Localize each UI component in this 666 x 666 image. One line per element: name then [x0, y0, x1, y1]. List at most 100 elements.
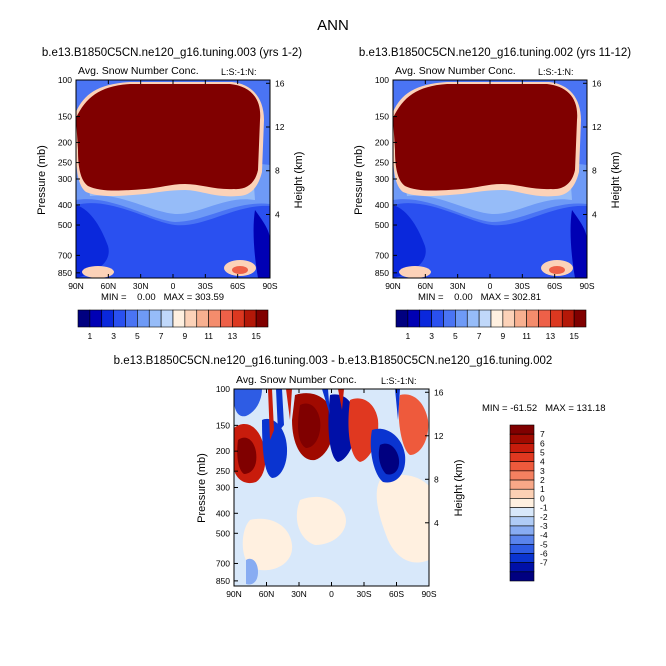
x-tick-label: 60N: [259, 589, 275, 599]
colorbar-swatch: [509, 424, 535, 435]
field-lower-band: [76, 203, 270, 278]
y2-tick-label: 12: [275, 122, 285, 132]
panel-b-y2label: Height (km): [610, 152, 622, 209]
colorbar-swatch: [538, 309, 551, 328]
y2-tick-label: 4: [275, 209, 280, 219]
colorbar-swatch: [509, 534, 535, 545]
field-neg-band-left: [262, 418, 288, 478]
colorbar-label: 6: [540, 438, 545, 448]
x-tick-label: 90N: [385, 281, 401, 291]
colorbar-swatch: [509, 479, 535, 490]
colorbar-swatch: [509, 433, 535, 444]
figure-title: ANN: [317, 17, 349, 34]
x-tick-label: 0: [171, 281, 176, 291]
field-core: [393, 84, 578, 191]
colorbar-swatch: [509, 461, 535, 472]
y-tick-label: 100: [58, 75, 72, 85]
colorbar-label: 3: [540, 466, 545, 476]
panel-c-stats: MIN = -61.52 MAX = 131.18: [482, 403, 606, 414]
field-warm-patch-center: [296, 496, 346, 545]
y-tick-label: 250: [216, 466, 230, 476]
colorbar-label: 5: [453, 331, 458, 341]
panel-c: b.e13.B1850C5CN.ne120_g16.tuning.003 - b…: [114, 355, 606, 599]
y-tick-label: 200: [216, 446, 230, 456]
colorbar-label: 13: [546, 331, 556, 341]
field-surface-blob-left: [399, 266, 431, 278]
field-deep-right: [570, 210, 587, 278]
colorbar-swatch: [509, 488, 535, 499]
colorbar-swatch: [113, 309, 126, 328]
colorbar-swatch: [509, 507, 535, 518]
colorbar-label: 7: [477, 331, 482, 341]
colorbar-label: 7: [540, 429, 545, 439]
y-tick-label: 100: [375, 75, 389, 85]
colorbar-swatch: [502, 309, 516, 328]
colorbar-swatch: [509, 516, 535, 527]
field-deep-lows: [393, 205, 426, 278]
y-tick-label: 150: [216, 420, 230, 430]
field-deep-right: [253, 210, 270, 278]
panel-b-title: b.e13.B1850C5CN.ne120_g16.tuning.002 (yr…: [359, 47, 631, 59]
panel-c-ylabel: Pressure (mb): [196, 453, 208, 523]
colorbar-label: 3: [429, 331, 434, 341]
y2-tick-label: 8: [592, 166, 597, 176]
panel-c-axes: 90N 60N 30N 0 30S 60S 90S 100 150 200 250 300 400 500…: [216, 384, 444, 599]
colorbar-swatch: [125, 309, 138, 328]
y2-tick-label: 4: [592, 209, 597, 219]
x-tick-label: 30S: [515, 281, 530, 291]
colorbar-swatch: [137, 309, 150, 328]
x-tick-label: 30N: [291, 589, 307, 599]
y-tick-label: 700: [58, 250, 72, 260]
y2-tick-label: 12: [592, 122, 602, 132]
colorbar-swatch: [561, 309, 575, 328]
colorbar-label: 15: [251, 331, 261, 341]
colorbar-label: 5: [540, 448, 545, 458]
x-tick-label: 60N: [101, 281, 117, 291]
y2-tick-label: 16: [592, 78, 602, 88]
colorbar-swatch: [419, 309, 432, 328]
panel-a-ylabel: Pressure (mb): [36, 145, 48, 215]
y-tick-label: 250: [58, 158, 72, 168]
y2-tick-label: 8: [434, 474, 439, 484]
panel-a-unit: L:S:-1:N:: [221, 67, 257, 77]
colorbar-swatch: [208, 309, 221, 328]
y2-tick-label: 8: [275, 166, 280, 176]
panel-a: b.e13.B1850C5CN.ne120_g16.tuning.003 (yr…: [36, 47, 305, 341]
colorbar-swatch: [148, 309, 162, 328]
colorbar-label: 1: [406, 331, 411, 341]
colorbar-swatch: [509, 443, 535, 453]
colorbar-swatch: [466, 309, 480, 328]
colorbar-swatch: [255, 309, 269, 328]
panel-c-subtitle: Avg. Snow Number Conc.: [236, 374, 357, 386]
colorbar-swatch: [478, 309, 492, 328]
y-tick-label: 100: [216, 384, 230, 394]
panel-a-axes: 90N 60N 30N 0 30S 60S 90S 100 150 200 250 300 400 500…: [58, 75, 285, 291]
colorbar-swatch: [509, 562, 535, 573]
y-tick-label: 700: [216, 558, 230, 568]
field-warm-patch-low: [242, 518, 293, 571]
field-pos-center-dark: [298, 403, 321, 448]
colorbar-swatch: [160, 309, 174, 328]
colorbar-swatch: [509, 498, 535, 508]
colorbar-label: -1: [540, 503, 548, 513]
colorbar-label: 15: [569, 331, 579, 341]
colorbar-swatch: [172, 309, 186, 328]
x-tick-label: 0: [329, 589, 334, 599]
colorbar-label: 5: [135, 331, 140, 341]
colorbar-label: 1: [88, 331, 93, 341]
y-tick-label: 700: [375, 250, 389, 260]
panel-a-title: b.e13.B1850C5CN.ne120_g16.tuning.003 (yr…: [42, 47, 302, 59]
colorbar-swatch: [509, 553, 535, 563]
colorbar-label: -3: [540, 521, 548, 531]
x-tick-label: 0: [488, 281, 493, 291]
panel-a-y2label: Height (km): [293, 152, 305, 209]
panel-b-field: [393, 80, 587, 278]
colorbar-swatch: [550, 309, 563, 328]
colorbar-swatch: [232, 309, 245, 328]
colorbar-label: 3: [111, 331, 116, 341]
y-tick-label: 400: [216, 508, 230, 518]
panel-a-stats: MIN = 0.00 MAX = 303.59: [101, 292, 224, 303]
panel-b-ylabel: Pressure (mb): [353, 145, 365, 215]
y2-tick-label: 12: [434, 431, 444, 441]
